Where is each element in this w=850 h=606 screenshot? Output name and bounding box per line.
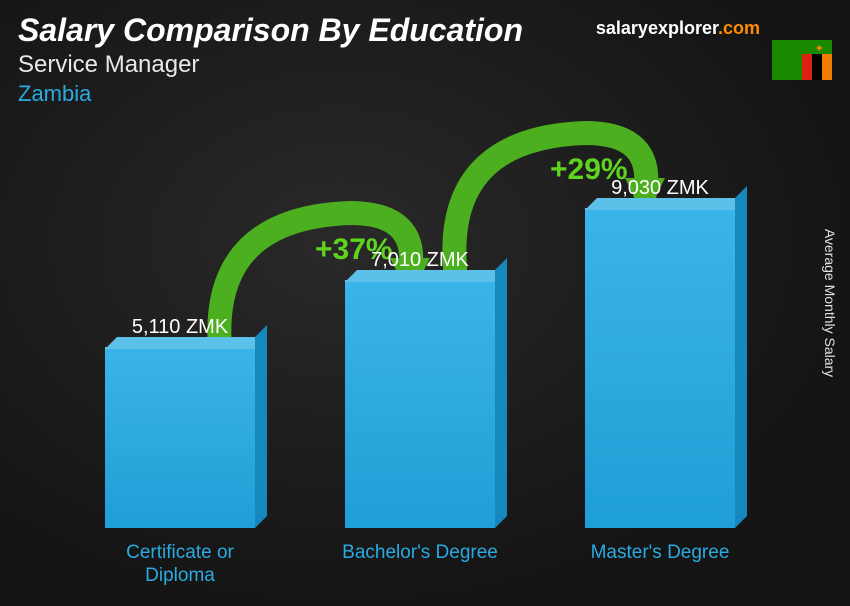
bar-group: 5,110 ZMK [90, 316, 270, 528]
chart-subtitle: Service Manager [18, 51, 523, 79]
flag-stripes [802, 54, 832, 80]
flag-stripe [822, 54, 832, 80]
brand-tld: .com [718, 18, 760, 38]
header: Salary Comparison By Education Service M… [18, 12, 523, 107]
container: Salary Comparison By Education Service M… [0, 0, 850, 606]
bar [105, 347, 255, 528]
bar-value: 7,010 ZMK [371, 249, 469, 272]
brand-name: salaryexplorer [596, 18, 718, 38]
bar-group: 9,030 ZMK [570, 177, 750, 528]
bar-group: 7,010 ZMK [330, 249, 510, 528]
bar [585, 208, 735, 528]
chart-country: Zambia [18, 81, 523, 107]
x-label: Certificate or Diploma [90, 542, 270, 588]
flag-stripe [802, 54, 812, 80]
y-axis-label: Average Monthly Salary [822, 229, 838, 377]
x-label: Bachelor's Degree [330, 542, 510, 588]
bar-value: 5,110 ZMK [132, 316, 228, 339]
bars-container: 5,110 ZMK 7,010 ZMK 9,030 ZMK [60, 168, 780, 528]
x-label: Master's Degree [570, 542, 750, 588]
brand-label: salaryexplorer.com [596, 18, 760, 39]
chart-area: +37% +29% 5,110 ZMK 7,010 ZMK 9,030 ZMK … [60, 128, 780, 588]
bar-value: 9,030 ZMK [611, 177, 709, 200]
chart-title: Salary Comparison By Education [18, 12, 523, 49]
flag-stripe [812, 54, 822, 80]
bar [345, 280, 495, 528]
country-flag: ✦ [772, 40, 832, 80]
x-labels: Certificate or Diploma Bachelor's Degree… [60, 542, 780, 588]
